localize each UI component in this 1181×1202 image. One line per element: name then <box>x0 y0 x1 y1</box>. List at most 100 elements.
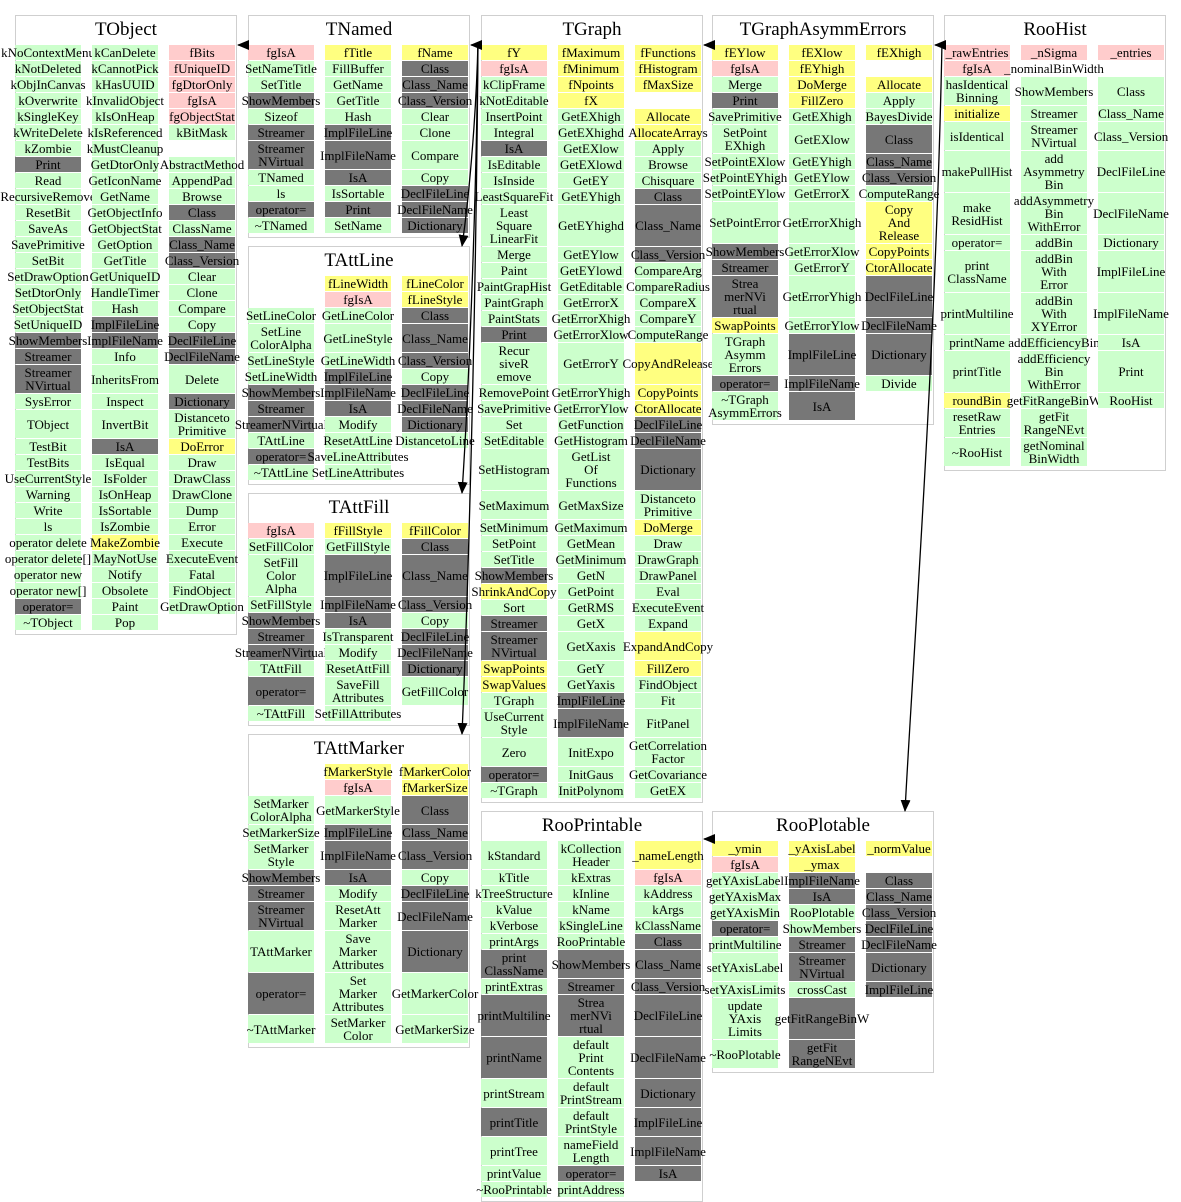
member-cell: ImplFileName <box>320 597 396 612</box>
member-cell: Streamer <box>248 401 314 416</box>
member-name: _yAxisLabel <box>788 841 856 856</box>
member-cell: kSingleKey <box>15 109 81 124</box>
member-cell: ~TGraph <box>481 783 547 798</box>
member-name: FillZero <box>800 93 844 108</box>
member-name: GetN <box>576 568 606 583</box>
member-name: kValue <box>495 902 533 917</box>
member-cell: Dictionary <box>169 394 235 409</box>
member-name: setYAxisLimits <box>704 982 786 997</box>
member-cell: ImplFileName <box>320 385 396 400</box>
member-name: IsA <box>658 1166 678 1181</box>
member-name: SaveFill Attributes <box>332 677 384 705</box>
member-cell: Dictionary <box>635 1079 701 1107</box>
member-cell: PaintStats <box>481 311 547 326</box>
member-name: GetRMS <box>567 600 615 615</box>
member-cell: SetBit <box>15 253 81 268</box>
member-cell: Paint <box>481 263 547 278</box>
member-cell: Class <box>402 796 468 824</box>
member-cell: SaveFill Attributes <box>325 677 391 705</box>
member-name: SetDrawOption <box>7 269 89 284</box>
member-cell: GetMarkerSize <box>395 1015 475 1043</box>
member-cell: Class_Name <box>866 889 932 904</box>
member-cell: operator new[] <box>10 583 86 598</box>
member-name: Copy <box>420 613 450 628</box>
member-name: addAsymmetry Bin WithError <box>1013 193 1095 234</box>
member-cell: BayesDivide <box>865 109 933 124</box>
member-cell: GetEX <box>635 783 701 798</box>
member-name: DeclFileLine <box>1096 164 1166 179</box>
member-name: kIsOnHeap <box>95 109 155 124</box>
member-name: SetMarker Color <box>330 1015 386 1043</box>
member-cell: CtorAllocate <box>865 260 933 275</box>
member-name: Paint <box>500 263 528 278</box>
member-name: Paint <box>111 599 139 614</box>
member-cell: GetErrorYlow <box>784 318 860 333</box>
member-name: kExtras <box>571 870 611 885</box>
member-cell: Least Square LinearFit <box>481 205 547 246</box>
member-cell: Set Marker Attributes <box>325 973 391 1014</box>
member-cell: ImplFileLine <box>324 125 392 140</box>
member-cell: fgDtorOnly <box>169 77 235 92</box>
member-name: Class <box>884 873 914 888</box>
member-name: CompareY <box>639 311 697 326</box>
member-name: SetFill Color Alpha <box>263 555 299 596</box>
member-cell: TestBits <box>15 455 81 470</box>
member-cell: Hash <box>92 301 158 316</box>
member-name: Class_Version <box>397 847 473 863</box>
member-name: _entries <box>1110 45 1152 60</box>
member-cell: GetHistogram <box>554 433 628 448</box>
member-name: getYAxisLabel <box>706 873 784 888</box>
member-name: Dictionary <box>407 417 463 432</box>
member-name: Class <box>1116 83 1146 99</box>
member-name: Streamer <box>1030 106 1078 121</box>
member-name: Compare <box>411 147 459 163</box>
member-cell: fgIsA <box>944 61 1010 76</box>
member-name: DeclFileName <box>397 401 473 416</box>
member-name: ImplFileName <box>320 147 396 163</box>
member-cell: GetErrorXhigh <box>783 202 861 243</box>
member-cell: RecursiveRemove <box>0 189 96 204</box>
member-cell: GetXaxis <box>558 632 624 660</box>
member-cell: IsA <box>325 170 391 185</box>
member-cell: DeclFileLine <box>865 276 933 317</box>
member-name: getYAxisMin <box>709 905 781 920</box>
member-cell: default Print Contents <box>558 1037 624 1078</box>
member-cell: IsZombie <box>92 519 158 534</box>
member-cell: FillZero <box>789 93 855 108</box>
member-cell: FillZero <box>635 661 701 676</box>
member-cell: _ymin <box>712 841 778 856</box>
member-cell: ImplFileLine <box>324 825 392 840</box>
member-cell: GetFillColor <box>402 677 468 705</box>
member-name: SwapPoints <box>483 661 545 676</box>
member-name: MakeZombie <box>89 535 161 550</box>
member-cell: Modify <box>325 645 391 660</box>
member-cell: GetErrorYhigh <box>783 276 861 317</box>
member-name: GetErrorYlow <box>784 318 860 333</box>
member-name: Class_Name <box>402 568 468 583</box>
member-name: InvertBit <box>101 416 149 432</box>
member-cell: fgIsA <box>712 61 778 76</box>
member-name: printValue <box>486 1166 542 1181</box>
member-cell: TAttFill <box>248 661 314 676</box>
member-cell: kCanDelete <box>92 45 158 60</box>
member-cell: GetPoint <box>558 584 624 599</box>
member-cell: GetName <box>92 189 158 204</box>
member-name: Copy <box>187 317 217 332</box>
member-name: fUniqueID <box>173 61 231 76</box>
member-name: Class <box>420 539 450 554</box>
member-name: kAddress <box>643 886 693 901</box>
member-cell: ResetAttFill <box>325 661 391 676</box>
member-cell: Class <box>402 308 468 323</box>
member-name: IsSortable <box>98 503 152 518</box>
member-cell: InheritsFrom <box>91 365 159 393</box>
member-cell: Draw <box>635 536 701 551</box>
member-name: kOverwrite <box>18 93 78 108</box>
member-cell: getYAxisMin <box>709 905 781 920</box>
member-name: operator= <box>22 599 74 614</box>
member-name: Dictionary <box>871 347 927 362</box>
member-name: Fatal <box>189 567 215 582</box>
member-name: kInline <box>572 886 610 901</box>
member-name: RooPrintable <box>556 934 626 949</box>
